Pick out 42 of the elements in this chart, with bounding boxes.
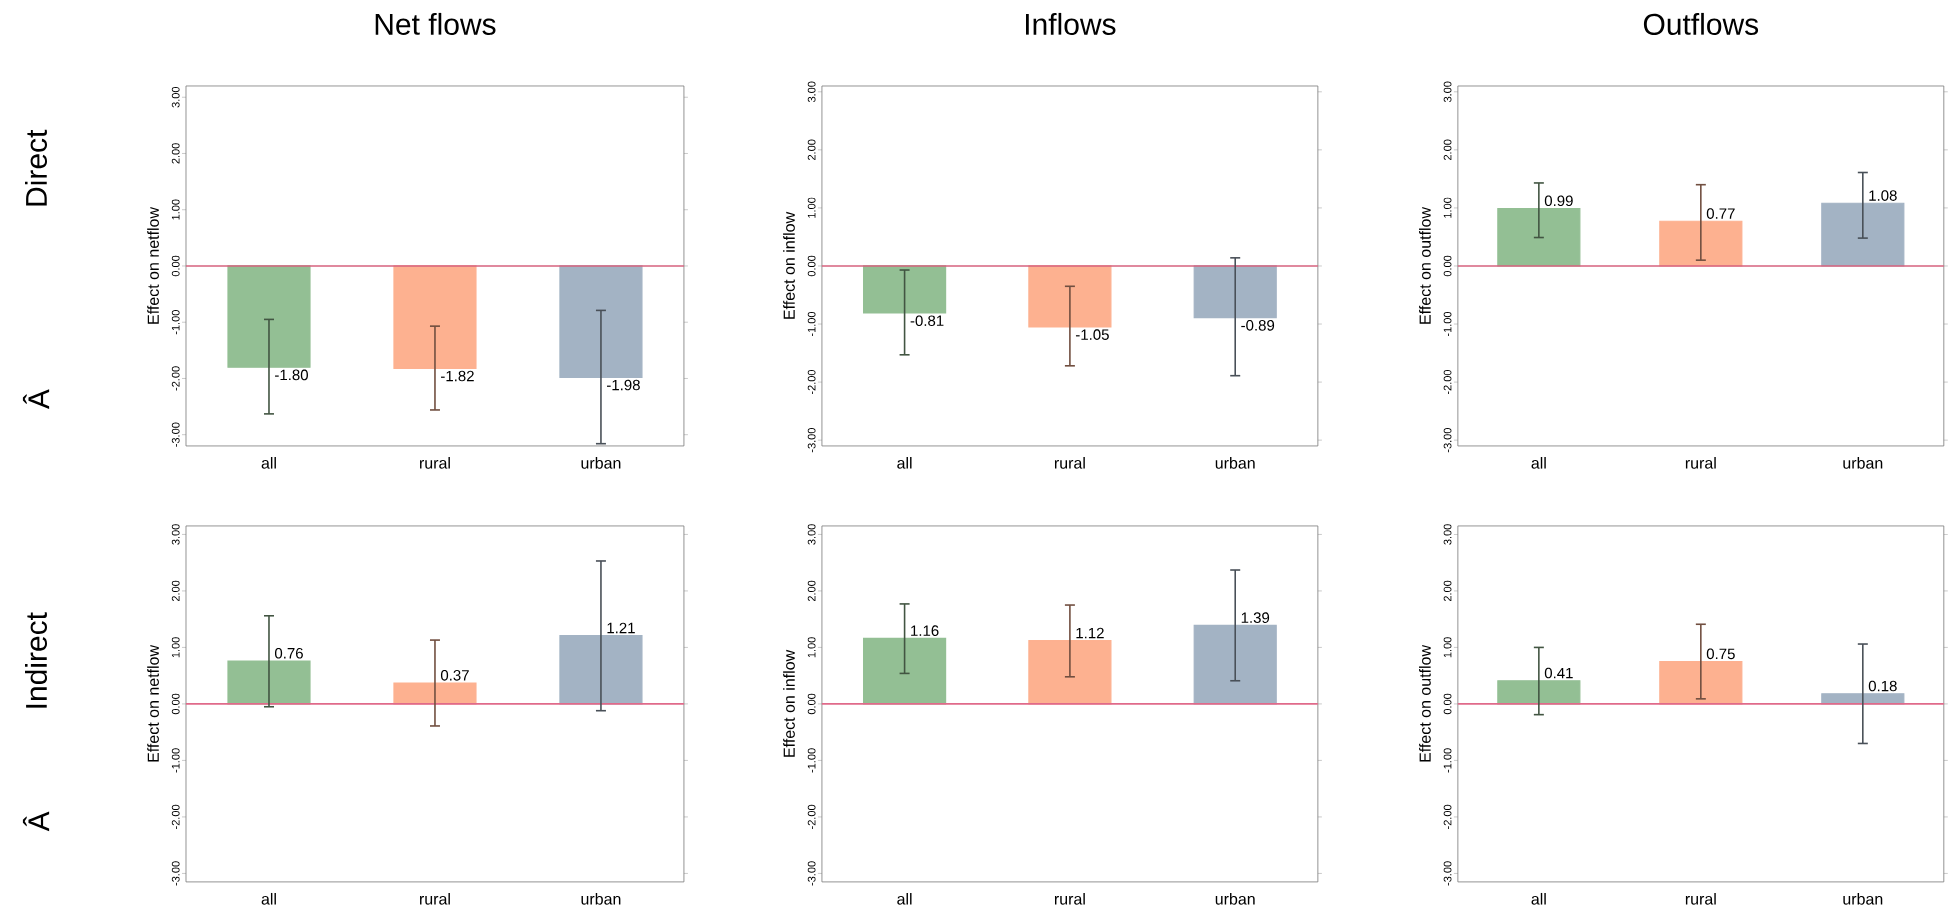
x-tick-label: urban (581, 893, 621, 906)
text: Indirect (25, 612, 48, 708)
x-tick-label: urban (581, 457, 621, 470)
x-tick-label: rural (1054, 457, 1085, 470)
bar (1497, 208, 1581, 267)
chart-title: Inflows (1025, 13, 1116, 36)
text: Â (22, 389, 50, 410)
x-tick-label: rural (1685, 457, 1716, 470)
y-axis-title: Effect on outflow (1419, 207, 1431, 324)
x-tick-label: all (1531, 457, 1546, 470)
bar (1659, 220, 1743, 267)
x-tick-label: all (897, 893, 912, 906)
bar (1193, 625, 1277, 705)
bar (862, 638, 947, 705)
x-tick-label: rural (1054, 893, 1085, 906)
x-tick-label: all (261, 457, 276, 470)
y-axis-title: Effect on inflow (783, 212, 795, 320)
text: Â (22, 811, 50, 832)
x-tick-label: urban (1843, 893, 1883, 906)
text: Direct (25, 130, 48, 206)
bar (1028, 640, 1112, 705)
bar (227, 660, 311, 705)
bar (1659, 661, 1743, 705)
bar (1821, 202, 1905, 267)
y-axis-title: Effect on netflow (147, 645, 159, 762)
bar (559, 635, 643, 705)
x-tick-label: all (897, 457, 912, 470)
y-axis-title: Effect on netflow (147, 207, 159, 324)
chart-title: Net flows (375, 13, 496, 36)
bar (1497, 680, 1581, 705)
x-tick-label: rural (1685, 893, 1716, 906)
chart-title: Outflows (1643, 13, 1759, 36)
x-tick-label: urban (1843, 457, 1883, 470)
y-axis-title: Effect on inflow (783, 650, 795, 758)
x-tick-label: rural (420, 893, 450, 906)
x-tick-label: rural (420, 457, 450, 470)
x-tick-label: all (261, 893, 276, 906)
x-tick-label: urban (1215, 457, 1255, 470)
x-tick-label: all (1531, 893, 1546, 906)
x-tick-label: urban (1215, 893, 1255, 906)
bar (393, 682, 477, 705)
y-axis-title: Effect on outflow (1419, 645, 1431, 762)
